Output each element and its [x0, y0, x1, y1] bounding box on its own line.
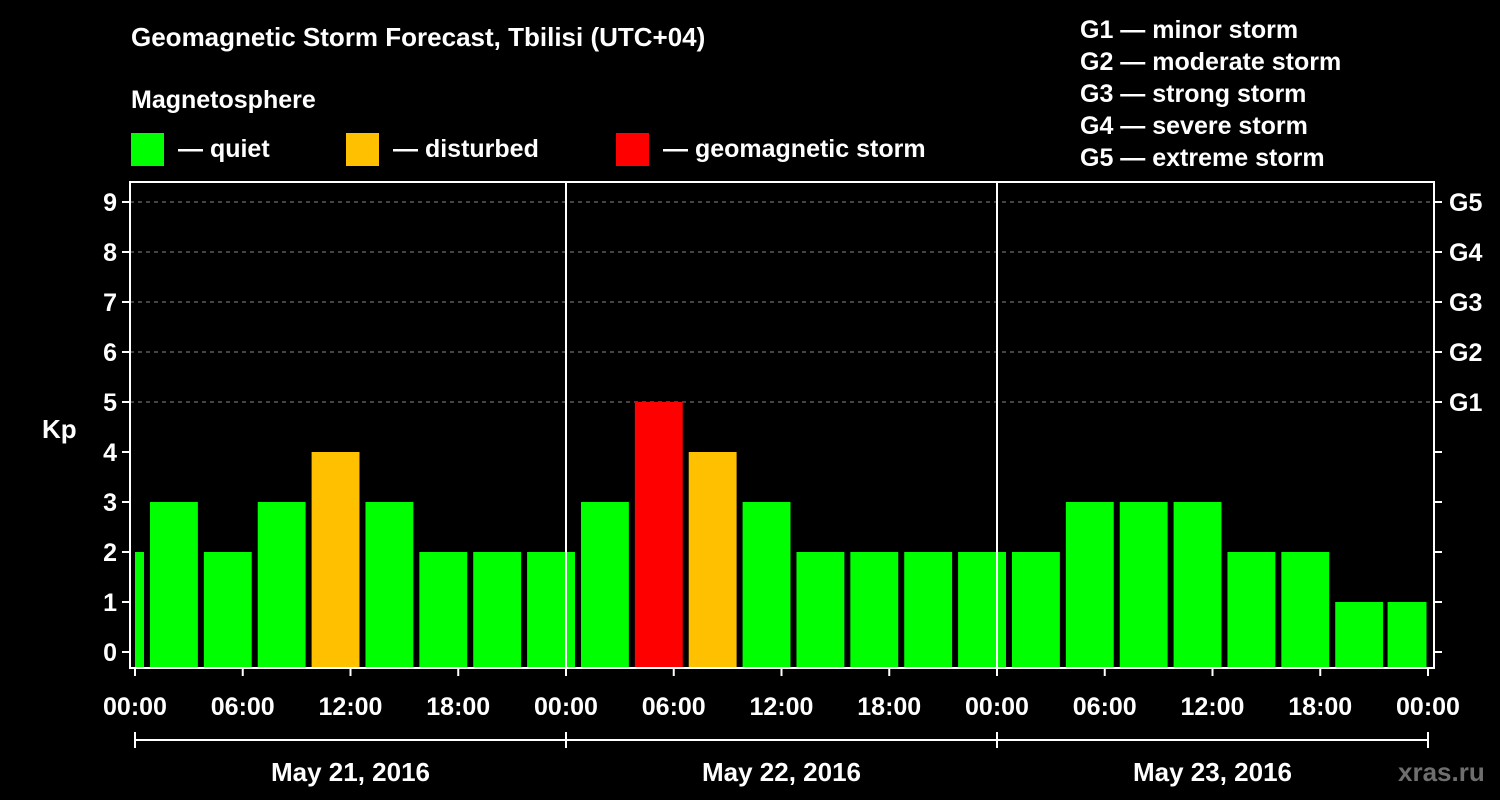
right-axis-label: G1	[1449, 389, 1482, 417]
kp-bar-1	[149, 502, 198, 668]
x-tick-label: 12:00	[1181, 693, 1245, 721]
x-tick-label: 18:00	[1288, 693, 1352, 721]
right-axis-label: G3	[1449, 289, 1482, 317]
chart-title: Geomagnetic Storm Forecast, Tbilisi (UTC…	[131, 22, 706, 52]
watermark: xras.ru	[1398, 757, 1485, 787]
kp-bar-14	[850, 552, 899, 668]
storm-scale-g2: G2 — moderate storm	[1080, 48, 1342, 76]
kp-bar-7	[473, 552, 522, 668]
legend-label-disturbed: — disturbed	[393, 135, 539, 163]
right-axis-label: G2	[1449, 339, 1482, 367]
kp-bar-0	[135, 552, 144, 668]
right-axis-label: G5	[1449, 189, 1482, 217]
legend-swatch-quiet	[131, 133, 164, 166]
y-tick-label: 9	[103, 189, 117, 217]
kp-bar-23	[1335, 602, 1384, 668]
kp-bar-15	[904, 552, 953, 668]
legend-item-quiet: — quiet	[131, 133, 270, 166]
storm-scale-list: G1 — minor storm G2 — moderate storm G3 …	[1080, 14, 1341, 174]
x-tick-label: 06:00	[642, 693, 706, 721]
day-label: May 23, 2016	[1133, 757, 1292, 787]
legend-label-storm: — geomagnetic storm	[663, 135, 926, 163]
kp-bar-20	[1173, 502, 1222, 668]
right-axis-label: G4	[1449, 239, 1482, 267]
x-tick-label: 00:00	[965, 693, 1029, 721]
kp-bar-18	[1065, 502, 1114, 668]
legend-item-disturbed: — disturbed	[346, 133, 539, 166]
kp-bar-5	[365, 502, 414, 668]
y-tick-label: 5	[103, 389, 117, 417]
y-tick-label: 4	[103, 439, 117, 467]
legend-subtitle: Magnetosphere	[131, 86, 316, 114]
y-tick-label: 2	[103, 539, 117, 567]
x-tick-label: 00:00	[534, 693, 598, 721]
day-label: May 22, 2016	[702, 757, 861, 787]
y-tick-label: 1	[103, 589, 117, 617]
legend-swatch-storm	[616, 133, 649, 166]
legend-swatch-disturbed	[346, 133, 379, 166]
y-tick-label: 6	[103, 339, 117, 367]
x-tick-label: 12:00	[319, 693, 383, 721]
x-tick-label: 00:00	[1396, 693, 1460, 721]
kp-bar-13	[796, 552, 845, 668]
kp-bar-11	[688, 452, 737, 668]
kp-bar-22	[1281, 552, 1330, 668]
kp-bar-17	[1011, 552, 1060, 668]
storm-scale-g1: G1 — minor storm	[1080, 16, 1299, 44]
kp-bar-3	[257, 502, 306, 668]
kp-bar-19	[1119, 502, 1168, 668]
x-tick-label: 06:00	[1073, 693, 1137, 721]
legend-label-quiet: — quiet	[178, 135, 270, 163]
storm-scale-g5: G5 — extreme storm	[1080, 144, 1325, 172]
x-tick-label: 18:00	[426, 693, 490, 721]
kp-bar-9	[580, 502, 629, 668]
kp-bar-10	[634, 402, 683, 668]
day-label: May 21, 2016	[271, 757, 430, 787]
storm-scale-g4: G4 — severe storm	[1080, 112, 1308, 140]
y-axis-label: Kp	[42, 414, 77, 444]
kp-bar-6	[419, 552, 468, 668]
kp-bar-24	[1387, 602, 1427, 668]
kp-bar-12	[742, 502, 791, 668]
kp-bar-8	[527, 552, 575, 668]
y-tick-label: 7	[103, 289, 117, 317]
kp-bar-2	[203, 552, 252, 668]
kp-bar-21	[1227, 552, 1276, 668]
kp-bar-4	[311, 452, 360, 668]
x-tick-label: 18:00	[857, 693, 921, 721]
legend-item-storm: — geomagnetic storm	[616, 133, 926, 166]
x-tick-label: 12:00	[750, 693, 814, 721]
y-tick-label: 3	[103, 489, 117, 517]
y-tick-label: 8	[103, 239, 117, 267]
x-tick-label: 00:00	[103, 693, 167, 721]
y-tick-label: 0	[103, 639, 117, 667]
x-tick-label: 06:00	[211, 693, 275, 721]
storm-scale-g3: G3 — strong storm	[1080, 80, 1307, 108]
kp-bar-16	[958, 552, 1006, 668]
